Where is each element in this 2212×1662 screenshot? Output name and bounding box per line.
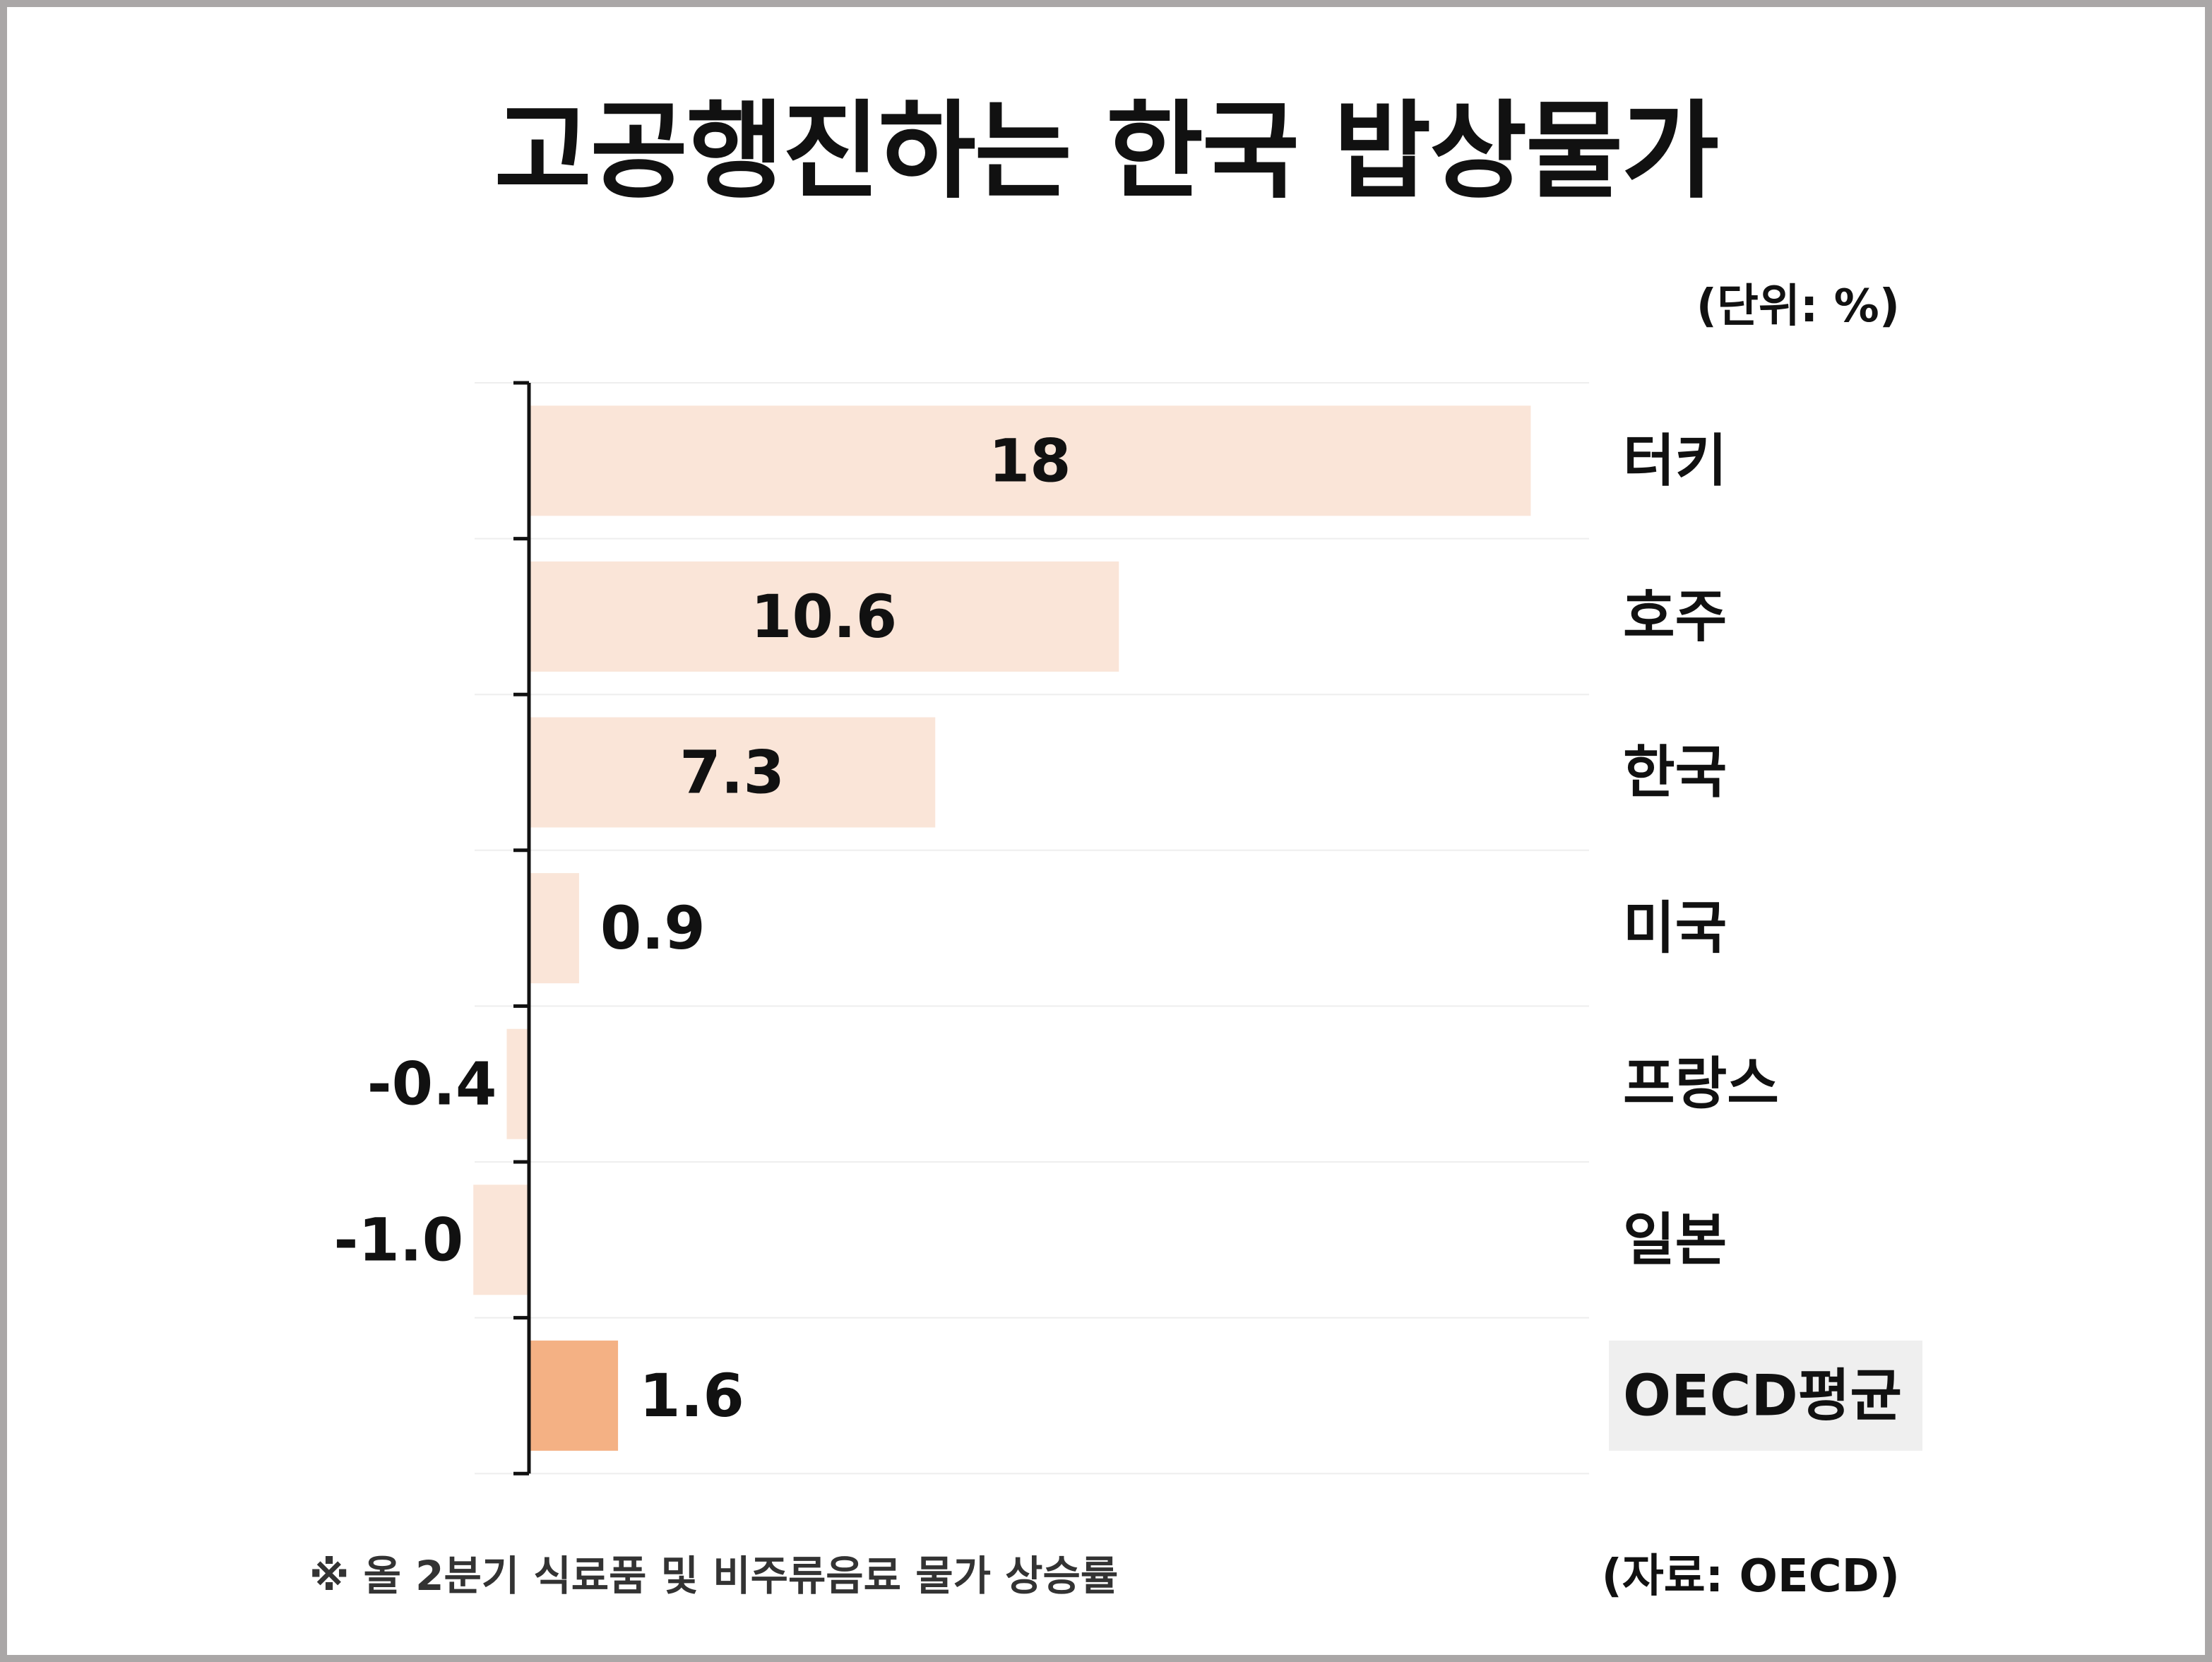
category-label: 한국 (1623, 740, 1727, 805)
category-label: OECD평균 (1623, 1363, 1902, 1428)
category-label: 미국 (1623, 896, 1727, 961)
category-highlight-box (1609, 1340, 1922, 1451)
bar (529, 1340, 619, 1451)
bar (529, 717, 936, 828)
bar (506, 1028, 529, 1139)
data-label: -0.4 (367, 1050, 497, 1119)
chart-title: 고공행진하는 한국 밥상물가 (494, 90, 1719, 213)
category-label: 터키 (1623, 428, 1727, 494)
source-note: (자료: OECD) (1601, 1550, 1900, 1603)
bar (529, 561, 1119, 672)
bar (529, 873, 579, 984)
data-label: 0.9 (600, 894, 706, 963)
data-label: -1.0 (334, 1205, 464, 1274)
data-label: 1.6 (639, 1361, 744, 1430)
bar-chart: 18 터키 10.6 호주 7.3 한국 0.9 미국 -0.4 프랑스 -1.0 일본 1.6 OECD… (334, 381, 1922, 1476)
category-label: 일본 (1623, 1207, 1727, 1273)
data-label: 18 (989, 426, 1071, 495)
category-label: 프랑스 (1623, 1051, 1779, 1117)
data-label: 10.6 (751, 582, 897, 651)
data-label: 7.3 (679, 738, 785, 807)
bar (473, 1185, 529, 1295)
unit-label: (단위: %) (1696, 280, 1900, 333)
bar (529, 405, 1531, 516)
category-label: 호주 (1623, 583, 1727, 649)
footnote: ※ 올 2분기 식료품 및 비주류음료 물가 상승률 (309, 1552, 1119, 1600)
